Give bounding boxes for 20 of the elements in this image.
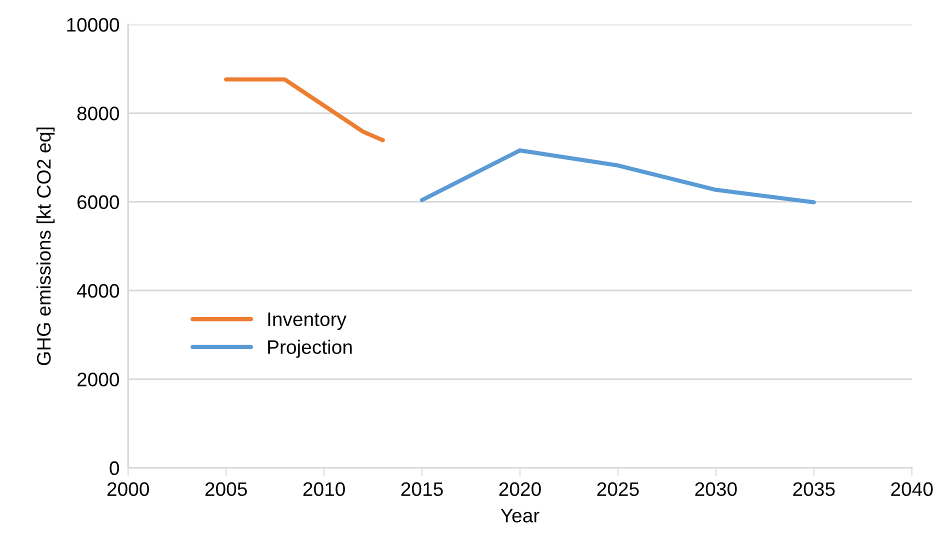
y-tick-label: 8000 (77, 106, 120, 120)
x-axis-title: Year (500, 508, 540, 522)
legend-label: Inventory (268, 312, 346, 330)
legend-label: Projection (268, 340, 352, 358)
x-tick-label: 2010 (303, 482, 345, 496)
x-tick-label: 2040 (891, 482, 933, 496)
line-series (420, 148, 816, 204)
x-tick-label: 2015 (401, 482, 443, 496)
y-tick-label: 10000 (67, 18, 120, 32)
y-tick-label: 0 (110, 461, 120, 476)
x-tick-label: 2000 (107, 482, 149, 496)
y-tick-label: 6000 (78, 195, 120, 210)
x-tick-label: 2025 (597, 482, 639, 496)
y-tick-label: 2000 (78, 372, 120, 386)
x-tick-label: 2030 (695, 482, 737, 496)
x-tick-label: 2035 (793, 482, 835, 496)
x-tick-label: 2020 (499, 482, 541, 496)
x-tick-label: 2005 (205, 482, 247, 496)
y-axis-title: GHG emissions [kt CO2 eq] (36, 128, 55, 366)
y-tick-label: 4000 (76, 284, 120, 298)
